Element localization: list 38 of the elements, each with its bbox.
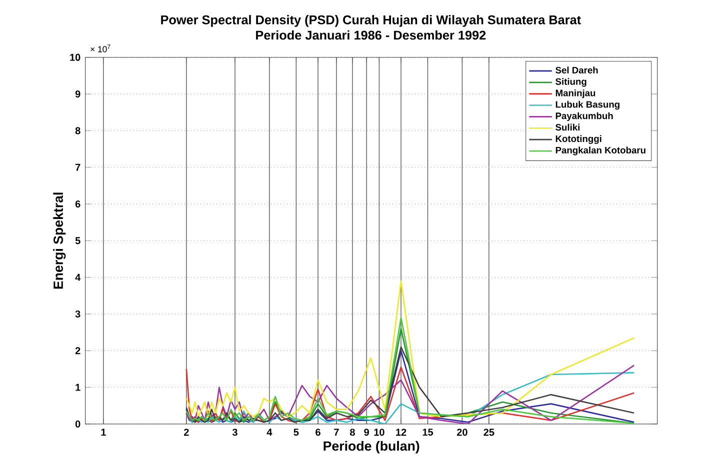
x-tick-label: 20 [456, 428, 468, 436]
x-tick-label: 8 [350, 428, 355, 436]
y-tick-label: 9 [75, 90, 80, 98]
y-tick-label: 10 [70, 54, 80, 61]
chart-title: Power Spectral Density (PSD) Curah Hujan di Wilayah Sumatera Barat [161, 15, 581, 27]
legend-label: Kototinggi [556, 135, 602, 144]
y-tick-label: 3 [75, 310, 80, 318]
x-tick-label: 10 [374, 428, 384, 436]
legend-label: Pangkalan Kotobaru [556, 146, 646, 156]
y-axis-title: Energi Spektral [53, 192, 66, 289]
x-tick-label: 12 [396, 428, 406, 436]
legend-label: Maninjau [556, 89, 596, 98]
x-tick-label: 15 [422, 428, 434, 436]
legend-label: Sitiung [556, 78, 586, 87]
y-tick-label: 4 [75, 274, 81, 281]
y-tick-label: 1 [76, 384, 80, 391]
x-tick-label: 7 [334, 428, 339, 436]
x-tick-label: 1 [101, 428, 106, 436]
x-tick-label: 5 [294, 428, 299, 436]
x-tick-label: 2 [184, 428, 189, 436]
y-tick-label: 0 [75, 420, 80, 428]
y-tick-label: 8 [75, 127, 80, 134]
legend-label: Suliki [556, 124, 580, 131]
y-tick-label: 5 [75, 237, 80, 244]
x-tick-label: 25 [484, 428, 494, 436]
chart-subtitle: Periode Januari 1986 - Desember 1992 [256, 30, 486, 40]
x-axis-title: Periode (bulan) [324, 440, 420, 454]
text: × 10$^{7}$ [90, 44, 110, 52]
x-tick-label: 3 [232, 428, 238, 436]
legend-label: Lubuk Basung [556, 100, 620, 110]
y-tick-label: 2 [75, 347, 80, 354]
y-tick-label: 6 [75, 200, 80, 208]
x-tick-label: 4 [266, 428, 272, 436]
legend-label: Sel Dareh [556, 66, 598, 74]
y-tick-label: 7 [76, 164, 80, 171]
x-tick-label: 6 [316, 428, 320, 436]
legend-label: Payakumbuh [556, 112, 613, 122]
x-tick-label: 9 [364, 428, 369, 436]
